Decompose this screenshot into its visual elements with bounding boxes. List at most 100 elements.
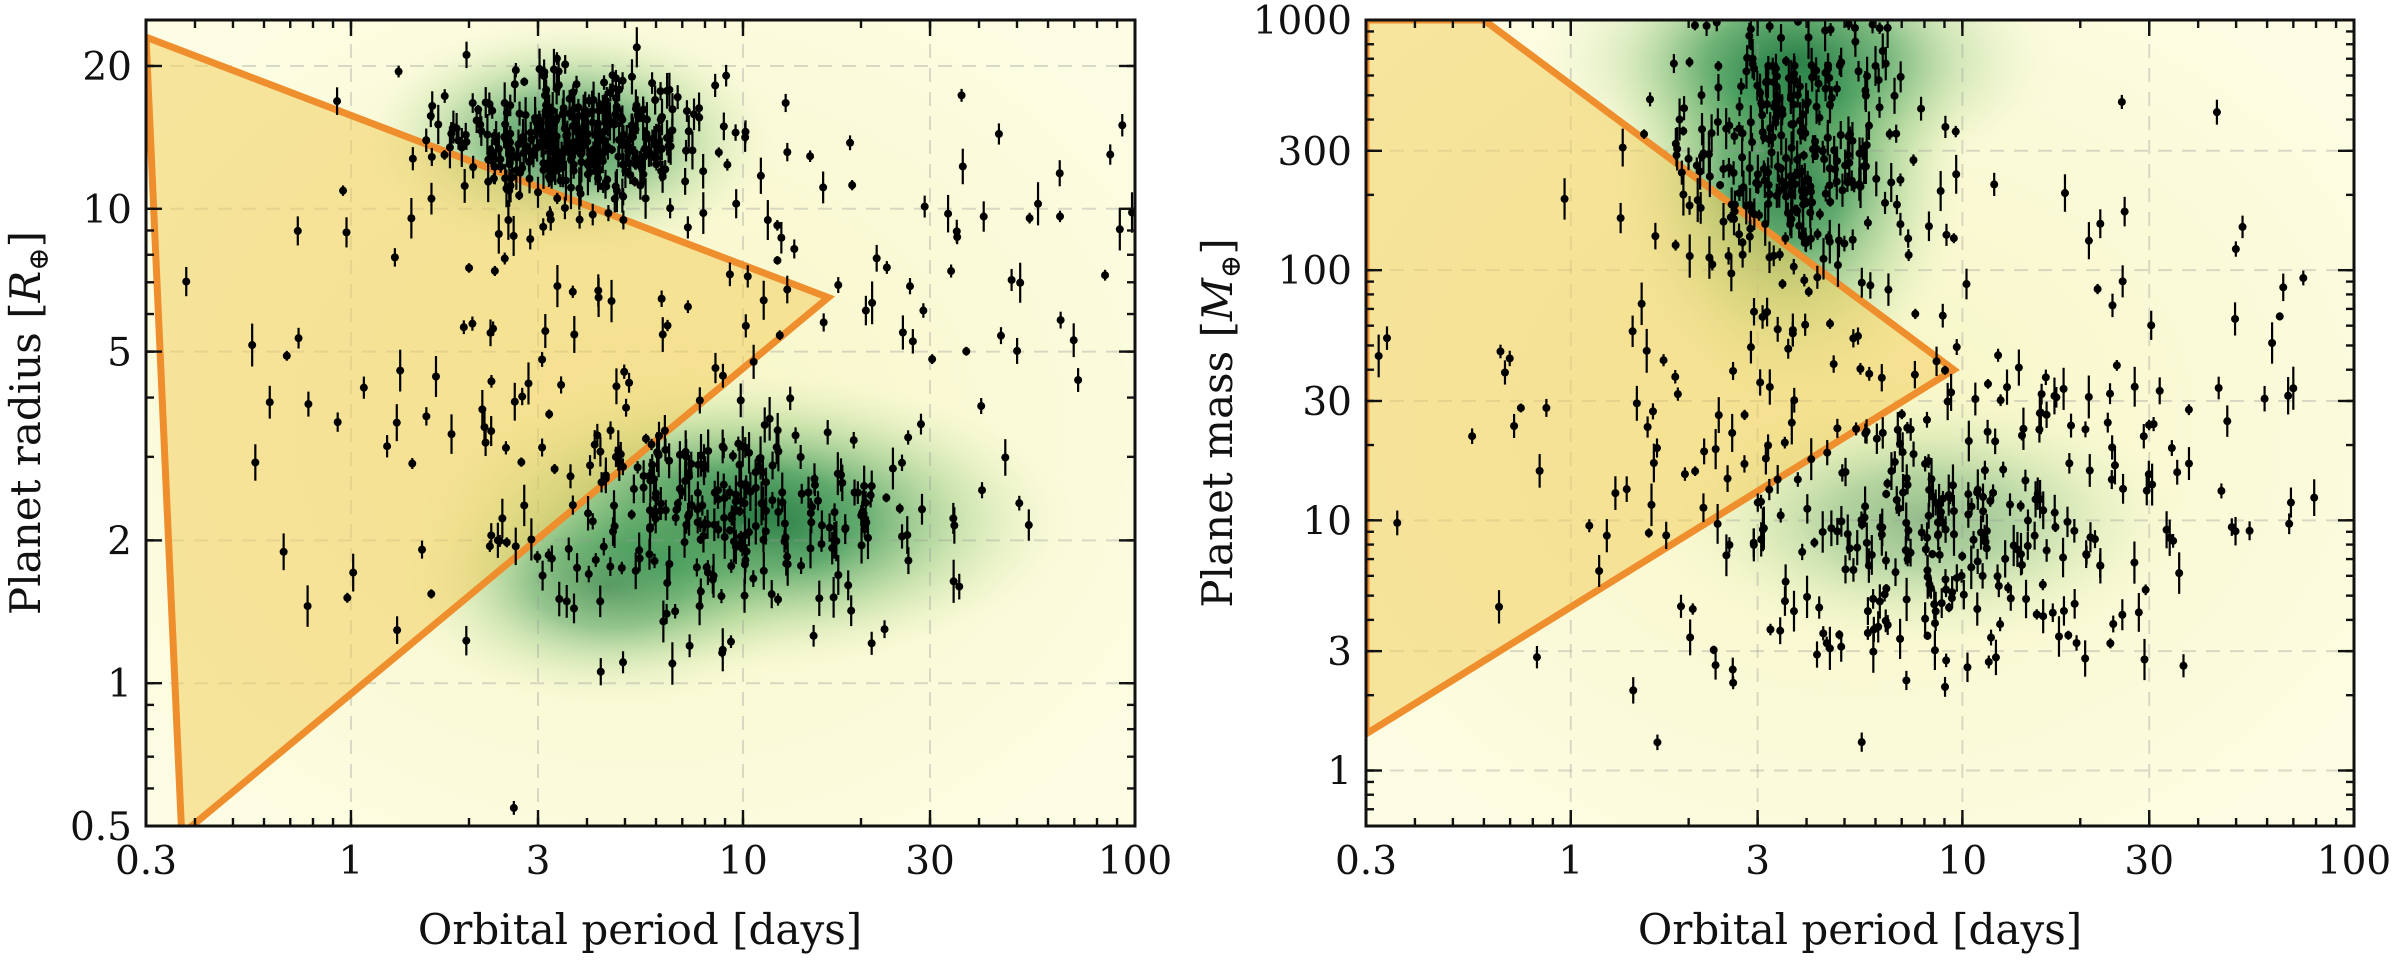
planet-point [1917,104,1926,113]
planet-point [618,76,627,85]
planet-point [407,214,416,223]
planet-point [1659,356,1668,365]
planet-point [2103,418,2112,427]
planet-point [599,127,608,136]
planet-point [506,138,515,147]
planet-point [1738,153,1747,162]
planet-point [695,396,704,405]
planet-point [509,231,518,240]
planet-point [1840,239,1849,248]
planet-point [1637,299,1646,308]
planet-point [652,160,661,169]
planet-point [1857,516,1866,525]
planet-point [1897,410,1906,419]
planet-point [1980,466,1989,475]
planet-point [979,212,988,221]
planet-point [1719,165,1728,174]
planet-point [740,591,749,600]
planet-point [736,479,745,488]
planet-point [1994,351,2003,360]
planet-point [718,371,727,380]
planet-point [1896,72,1905,81]
planet-point [1699,503,1708,512]
planet-point [882,493,891,502]
planet-point [641,434,650,443]
planet-point [759,296,768,305]
planet-point [731,128,740,137]
planet-point [545,210,554,219]
planet-point [1101,271,1110,280]
planet-point [1884,285,1893,294]
planet-point [1001,453,1010,462]
planet-point [1825,644,1834,653]
planet-point [2184,405,2193,414]
planet-point [564,544,573,553]
planet-point [426,111,435,120]
planet-point [1761,220,1770,229]
planet-point [1764,441,1773,450]
planet-point [1951,127,1960,136]
planet-point [1025,214,1034,223]
planet-point [1864,561,1873,570]
planet-point [1892,200,1901,209]
planet-point [2039,506,2048,515]
planet-point [898,328,907,337]
planet-point [786,394,795,403]
y-axis-title-text: Planet radius [ [1,302,50,615]
planet-point [817,521,826,530]
planet-point [1833,261,1842,270]
planet-point [806,152,815,161]
planet-point [2112,361,2121,370]
planet-point [828,544,837,553]
planet-point [1855,149,1864,158]
planet-points [1374,20,2319,752]
planet-point [502,538,511,547]
planet-point [1676,602,1685,611]
planet-point [1728,665,1737,674]
planet-point [635,546,644,555]
planet-point [1723,474,1732,483]
planet-point [1750,307,1759,316]
planet-point [1837,517,1846,526]
planet-point [1942,585,1951,594]
planet-point [1671,372,1680,381]
y-axis-title-symbol: R [1,271,50,304]
planet-point [949,577,958,586]
planet-point [627,510,636,519]
planet-point [536,119,545,128]
planet-point [294,334,303,343]
planet-point [1759,165,1768,174]
planet-point [526,235,535,244]
planet-point [2038,580,2047,589]
planet-point [1696,167,1705,176]
planet-point [2006,500,2015,509]
planet-point [895,504,904,513]
y-tick-label: 20 [82,45,132,90]
planet-point [1737,82,1746,91]
planet-point [1730,200,1739,209]
planet-point [1902,676,1911,685]
planet-point [872,254,881,263]
planet-point [735,460,744,469]
planet-point [1806,234,1815,243]
planet-point [596,447,605,456]
planet-point [722,71,731,80]
planet-point [807,518,816,527]
planet-point [1821,189,1830,198]
planet-point [566,472,575,481]
planet-point [1735,230,1744,239]
planet-point [808,502,817,511]
planet-point [834,281,843,290]
planet-point [1979,507,1988,516]
planet-point [2118,610,2127,619]
planet-point [2014,363,2023,372]
planet-point [468,99,477,108]
planet-point [596,667,605,676]
planet-point [1632,399,1641,408]
planet-point [632,101,641,110]
planet-point [2130,382,2139,391]
planet-point [1015,499,1024,508]
planet-point [612,382,621,391]
planet-point [2231,527,2240,536]
planet-point [650,511,659,520]
